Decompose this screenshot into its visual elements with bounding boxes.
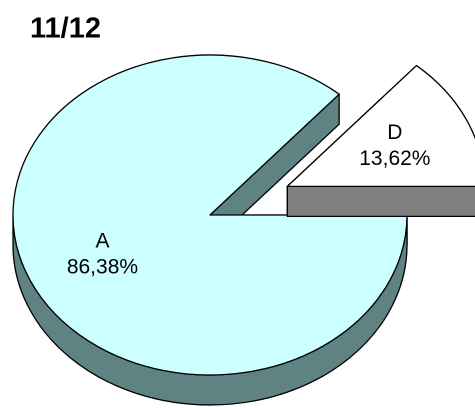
slice: [12, 54, 408, 376]
slice-side: [286, 185, 475, 218]
slice: [286, 64, 475, 188]
slice-value-label: 13,62%: [359, 147, 430, 170]
slice-value-label: 86,38%: [67, 255, 138, 278]
slice-label: D: [387, 121, 402, 144]
chart-title: 11/12: [30, 13, 101, 45]
slice-label: A: [95, 229, 109, 252]
